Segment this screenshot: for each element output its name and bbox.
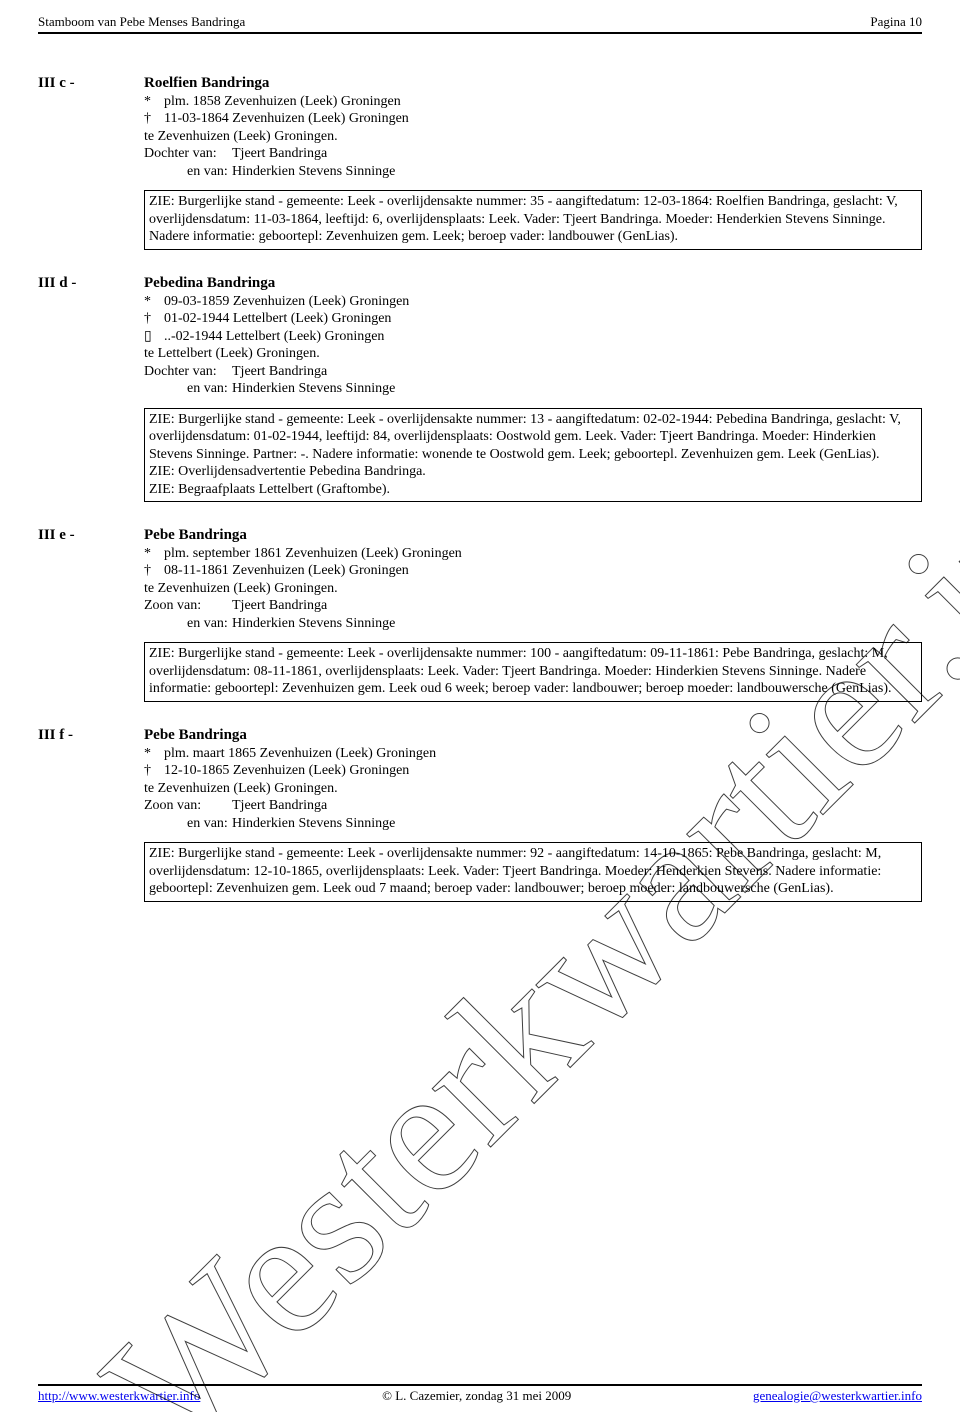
source-note-line: ZIE: Burgerlijke stand - gemeente: Leek … [149, 411, 917, 464]
relation-row: Zoon van:Tjeert Bandringa [144, 797, 922, 815]
entry-body: Pebe Bandringa*plm. maart 1865 Zevenhuiz… [144, 726, 922, 832]
relation-label: Zoon van: [144, 597, 232, 615]
relation-sub-row: en van:Hinderkien Stevens Sinninge [144, 380, 922, 398]
relation-label: Dochter van: [144, 145, 232, 163]
generation-label: III e - [38, 526, 108, 544]
relation-sub-label: en van: [187, 815, 232, 833]
header-page: Pagina 10 [870, 14, 922, 30]
person-entry: III e - Pebe Bandringa*plm. september 186… [38, 526, 922, 632]
person-name: Pebe Bandringa [144, 526, 922, 545]
event-line: ▯..-02-1944 Lettelbert (Leek) Groningen [144, 328, 922, 346]
relation-name: Tjeert Bandringa [232, 797, 327, 815]
generation-label: III d - [38, 274, 108, 292]
event-symbol: † [144, 562, 164, 580]
source-note-box: ZIE: Burgerlijke stand - gemeente: Leek … [144, 842, 922, 902]
relation-sub-label: en van: [187, 380, 232, 398]
event-symbol: † [144, 762, 164, 780]
event-text: plm. 1858 Zevenhuizen (Leek) Groningen [164, 93, 401, 111]
residence-line: te Lettelbert (Leek) Groningen. [144, 345, 922, 363]
source-note-line: ZIE: Overlijdensadvertentie Pebedina Ban… [149, 463, 917, 481]
relation-sub-row: en van:Hinderkien Stevens Sinninge [144, 615, 922, 633]
event-text: 11-03-1864 Zevenhuizen (Leek) Groningen [164, 110, 409, 128]
event-text: 09-03-1859 Zevenhuizen (Leek) Groningen [164, 293, 409, 311]
event-text: 12-10-1865 Zevenhuizen (Leek) Groningen [164, 762, 409, 780]
residence-line: te Zevenhuizen (Leek) Groningen. [144, 128, 922, 146]
source-note-box: ZIE: Burgerlijke stand - gemeente: Leek … [144, 408, 922, 503]
person-name: Roelfien Bandringa [144, 74, 922, 93]
event-symbol: † [144, 310, 164, 328]
person-entry: III c - Roelfien Bandringa*plm. 1858 Zeve… [38, 74, 922, 180]
event-text: 01-02-1944 Lettelbert (Leek) Groningen [164, 310, 391, 328]
relation-sub-row: en van:Hinderkien Stevens Sinninge [144, 815, 922, 833]
relation-row: Zoon van:Tjeert Bandringa [144, 597, 922, 615]
event-symbol: * [144, 745, 164, 763]
event-text: 08-11-1861 Zevenhuizen (Leek) Groningen [164, 562, 409, 580]
document-page: Westerkwartier.info Stamboom van Pebe Me… [0, 0, 960, 1412]
source-note-box: ZIE: Burgerlijke stand - gemeente: Leek … [144, 190, 922, 250]
relation-sub-name: Hinderkien Stevens Sinninge [232, 815, 395, 833]
event-text: plm. maart 1865 Zevenhuizen (Leek) Groni… [164, 745, 436, 763]
relation-name: Tjeert Bandringa [232, 145, 327, 163]
relation-sub-name: Hinderkien Stevens Sinninge [232, 615, 395, 633]
generation-label: III f - [38, 726, 108, 744]
person-entry: III f - Pebe Bandringa*plm. maart 1865 Ze… [38, 726, 922, 832]
event-line: *plm. september 1861 Zevenhuizen (Leek) … [144, 545, 922, 563]
footer-email[interactable]: genealogie@westerkwartier.info [753, 1388, 922, 1404]
event-symbol: * [144, 93, 164, 111]
event-line: †12-10-1865 Zevenhuizen (Leek) Groningen [144, 762, 922, 780]
entries-container: III c -Roelfien Bandringa*plm. 1858 Zeve… [38, 74, 922, 902]
person-entry: III d - Pebedina Bandringa*09-03-1859 Zev… [38, 274, 922, 398]
relation-sub-name: Hinderkien Stevens Sinninge [232, 380, 395, 398]
footer-url[interactable]: http://www.westerkwartier.info [38, 1388, 200, 1404]
source-note-line: ZIE: Begraafplaats Lettelbert (Graftombe… [149, 481, 917, 499]
event-text: plm. september 1861 Zevenhuizen (Leek) G… [164, 545, 462, 563]
page-footer: http://www.westerkwartier.info © L. Caze… [38, 1384, 922, 1404]
event-symbol: ▯ [144, 328, 164, 346]
event-line: †11-03-1864 Zevenhuizen (Leek) Groningen [144, 110, 922, 128]
event-line: *09-03-1859 Zevenhuizen (Leek) Groningen [144, 293, 922, 311]
residence-line: te Zevenhuizen (Leek) Groningen. [144, 580, 922, 598]
relation-row: Dochter van:Tjeert Bandringa [144, 363, 922, 381]
entry-body: Pebe Bandringa*plm. september 1861 Zeven… [144, 526, 922, 632]
relation-sub-row: en van:Hinderkien Stevens Sinninge [144, 163, 922, 181]
person-name: Pebedina Bandringa [144, 274, 922, 293]
source-note-line: ZIE: Burgerlijke stand - gemeente: Leek … [149, 193, 917, 246]
page-header: Stamboom van Pebe Menses Bandringa Pagin… [38, 14, 922, 32]
person-name: Pebe Bandringa [144, 726, 922, 745]
relation-name: Tjeert Bandringa [232, 597, 327, 615]
relation-label: Zoon van: [144, 797, 232, 815]
event-line: †08-11-1861 Zevenhuizen (Leek) Groningen [144, 562, 922, 580]
header-divider [38, 32, 922, 34]
source-note-line: ZIE: Burgerlijke stand - gemeente: Leek … [149, 645, 917, 698]
relation-row: Dochter van:Tjeert Bandringa [144, 145, 922, 163]
event-line: †01-02-1944 Lettelbert (Leek) Groningen [144, 310, 922, 328]
source-note-line: ZIE: Burgerlijke stand - gemeente: Leek … [149, 845, 917, 898]
generation-label: III c - [38, 74, 108, 92]
event-text: ..-02-1944 Lettelbert (Leek) Groningen [164, 328, 384, 346]
relation-name: Tjeert Bandringa [232, 363, 327, 381]
event-symbol: * [144, 293, 164, 311]
event-line: *plm. 1858 Zevenhuizen (Leek) Groningen [144, 93, 922, 111]
relation-label: Dochter van: [144, 363, 232, 381]
entry-body: Pebedina Bandringa*09-03-1859 Zevenhuize… [144, 274, 922, 398]
relation-sub-name: Hinderkien Stevens Sinninge [232, 163, 395, 181]
residence-line: te Zevenhuizen (Leek) Groningen. [144, 780, 922, 798]
event-symbol: † [144, 110, 164, 128]
event-line: *plm. maart 1865 Zevenhuizen (Leek) Gron… [144, 745, 922, 763]
source-note-box: ZIE: Burgerlijke stand - gemeente: Leek … [144, 642, 922, 702]
header-title: Stamboom van Pebe Menses Bandringa [38, 14, 245, 30]
relation-sub-label: en van: [187, 163, 232, 181]
event-symbol: * [144, 545, 164, 563]
relation-sub-label: en van: [187, 615, 232, 633]
footer-divider [38, 1384, 922, 1386]
entry-body: Roelfien Bandringa*plm. 1858 Zevenhuizen… [144, 74, 922, 180]
footer-credit: © L. Cazemier, zondag 31 mei 2009 [382, 1388, 571, 1404]
